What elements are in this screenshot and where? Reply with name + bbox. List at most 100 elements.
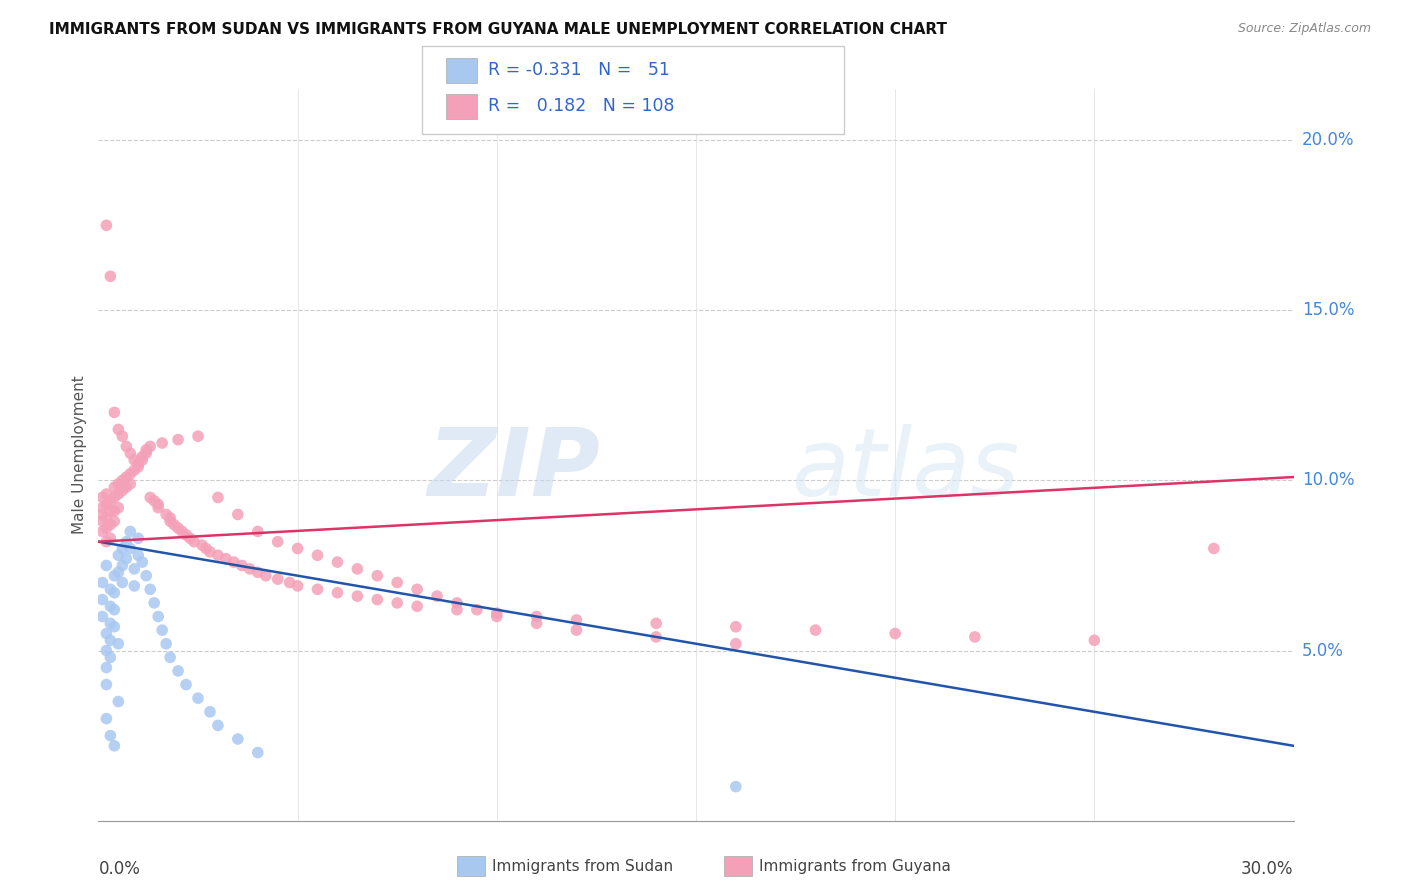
Point xyxy=(124,562,146,576)
Point xyxy=(724,620,747,634)
Point xyxy=(103,491,125,505)
Point xyxy=(91,524,114,539)
Point xyxy=(131,555,153,569)
Point xyxy=(526,609,548,624)
Point xyxy=(107,487,129,501)
Point xyxy=(526,616,548,631)
Point xyxy=(91,575,114,590)
Point xyxy=(565,623,588,637)
Point xyxy=(884,626,907,640)
Point xyxy=(565,613,588,627)
Point xyxy=(187,691,209,706)
Point xyxy=(124,579,146,593)
Point xyxy=(107,476,129,491)
Point xyxy=(385,575,409,590)
Point xyxy=(446,596,468,610)
Point xyxy=(167,433,190,447)
Text: R = -0.331   N =   51: R = -0.331 N = 51 xyxy=(488,62,669,79)
Point xyxy=(115,551,138,566)
Point xyxy=(465,603,488,617)
Point xyxy=(127,549,149,563)
Point xyxy=(135,442,157,457)
Point xyxy=(287,541,309,556)
Point xyxy=(103,405,125,419)
Point xyxy=(267,534,290,549)
Point xyxy=(207,491,229,505)
Text: 15.0%: 15.0% xyxy=(1302,301,1354,319)
Point xyxy=(426,589,449,603)
Text: 30.0%: 30.0% xyxy=(1241,860,1294,878)
Point xyxy=(150,436,173,450)
Point xyxy=(159,514,181,528)
Point xyxy=(139,491,162,505)
Point xyxy=(91,500,114,515)
Point xyxy=(645,616,668,631)
Point xyxy=(91,592,114,607)
Point xyxy=(326,555,349,569)
Text: 5.0%: 5.0% xyxy=(1302,641,1344,659)
Text: 0.0%: 0.0% xyxy=(98,860,141,878)
Point xyxy=(207,549,229,563)
Point xyxy=(98,504,122,518)
Point xyxy=(98,633,122,648)
Point xyxy=(150,623,173,637)
Point xyxy=(222,555,245,569)
Point xyxy=(346,562,368,576)
Point xyxy=(96,497,118,511)
Text: atlas: atlas xyxy=(792,424,1019,515)
Text: Immigrants from Sudan: Immigrants from Sudan xyxy=(492,859,673,873)
Point xyxy=(366,592,388,607)
Point xyxy=(326,585,349,599)
Text: IMMIGRANTS FROM SUDAN VS IMMIGRANTS FROM GUYANA MALE UNEMPLOYMENT CORRELATION CH: IMMIGRANTS FROM SUDAN VS IMMIGRANTS FROM… xyxy=(49,22,948,37)
Point xyxy=(179,531,201,545)
Point xyxy=(366,568,388,582)
Point xyxy=(103,620,125,634)
Point xyxy=(183,534,205,549)
Point xyxy=(98,616,122,631)
Point xyxy=(120,541,142,556)
Point xyxy=(91,609,114,624)
Point xyxy=(96,219,118,233)
Point xyxy=(246,524,269,539)
Point xyxy=(96,521,118,535)
Point xyxy=(111,429,134,443)
Point xyxy=(131,450,153,464)
Point xyxy=(120,446,142,460)
Point xyxy=(143,493,166,508)
Point xyxy=(96,487,118,501)
Point xyxy=(107,549,129,563)
Point xyxy=(406,599,429,614)
Point xyxy=(120,524,142,539)
Point xyxy=(174,677,197,691)
Point xyxy=(124,463,146,477)
Point xyxy=(115,439,138,453)
Text: R =   0.182   N = 108: R = 0.182 N = 108 xyxy=(488,97,675,115)
Point xyxy=(307,549,329,563)
Point xyxy=(107,695,129,709)
Point xyxy=(1202,541,1225,556)
Point xyxy=(239,562,262,576)
Point xyxy=(267,572,290,586)
Point xyxy=(159,511,181,525)
Point xyxy=(226,508,249,522)
Point xyxy=(278,575,301,590)
Point xyxy=(124,453,146,467)
Point xyxy=(231,558,253,573)
Point xyxy=(385,596,409,610)
Point xyxy=(135,568,157,582)
Point xyxy=(115,534,138,549)
Point xyxy=(406,582,429,597)
Point xyxy=(103,514,125,528)
Point xyxy=(191,538,214,552)
Y-axis label: Male Unemployment: Male Unemployment xyxy=(72,376,87,534)
Text: 10.0%: 10.0% xyxy=(1302,472,1354,490)
Point xyxy=(107,422,129,436)
Point xyxy=(107,637,129,651)
Point xyxy=(804,623,827,637)
Point xyxy=(111,575,134,590)
Point xyxy=(96,660,118,674)
Point xyxy=(111,483,134,498)
Point xyxy=(1083,633,1105,648)
Point xyxy=(107,566,129,580)
Point xyxy=(96,558,118,573)
